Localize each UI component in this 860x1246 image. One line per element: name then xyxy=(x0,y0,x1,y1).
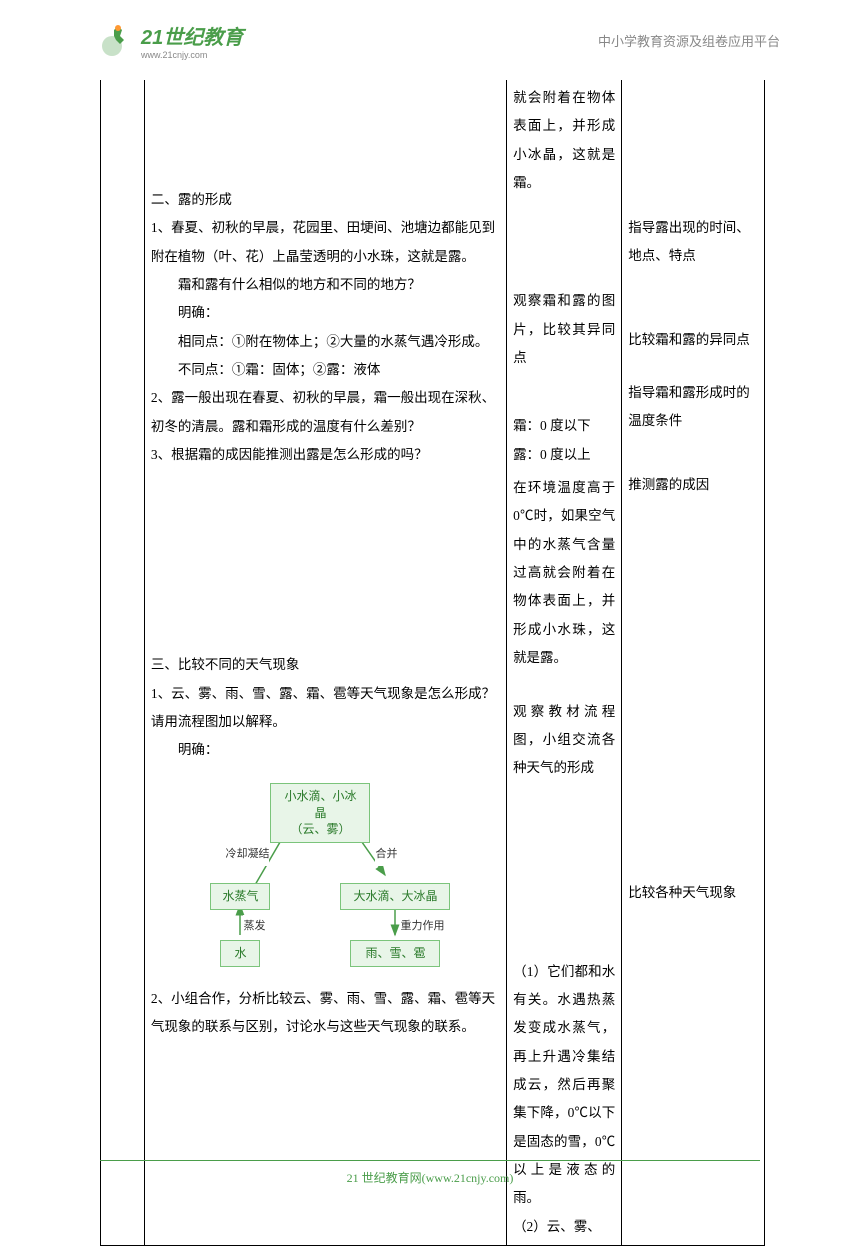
lesson-table: 二、露的形成 1、春夏、初秋的早晨，花园里、田埂间、池塘边都能见到附在植物（叶、… xyxy=(100,80,765,1246)
page-footer: 21 世纪教育网(www.21cnjy.com) xyxy=(100,1160,760,1186)
flow-box-top: 小水滴、小冰晶 （云、雾） xyxy=(270,783,370,843)
c3-p6: （2）云、雾、 xyxy=(513,1213,615,1241)
s2-same: 相同点：①附在物体上；②大量的水蒸气遇冷形成。 xyxy=(151,328,500,356)
s3-p1: 1、云、雾、雨、雪、露、霜、雹等天气现象是怎么形成？请用流程图加以解释。 xyxy=(151,680,500,737)
flow-label-left-up: 冷却凝结 xyxy=(225,843,269,866)
c4-p4: 推测露的成因 xyxy=(628,471,758,499)
c3-p2b: 露：0 度以上 xyxy=(513,441,615,469)
s2-p1: 1、春夏、初秋的早晨，花园里、田埂间、池塘边都能见到附在植物（叶、花）上晶莹透明… xyxy=(151,214,500,271)
flow-label-right-down: 重力作用 xyxy=(400,915,444,938)
flow-box-bot-left: 水 xyxy=(220,940,260,967)
page-header: 21世纪教育 www.21cnjy.com 中小学教育资源及组卷应用平台 xyxy=(0,0,860,70)
flowchart-diagram: 小水滴、小冰晶 （云、雾） 水蒸气 大水滴、大冰晶 水 雨、雪、雹 冷却凝结 合… xyxy=(195,775,455,975)
s3-clear: 明确： xyxy=(151,736,500,764)
s3-p2: 2、小组合作，分析比较云、雾、雨、雪、露、霜、雹等天气现象的联系与区别，讨论水与… xyxy=(151,985,500,1042)
table-cell-col2: 二、露的形成 1、春夏、初秋的早晨，花园里、田埂间、池塘边都能见到附在植物（叶、… xyxy=(144,80,506,1245)
logo-text: 21世纪教育 www.21cnjy.com xyxy=(141,21,243,60)
logo-sub-text: www.21cnjy.com xyxy=(141,50,243,60)
c4-p1: 指导露出现的时间、地点、特点 xyxy=(628,214,758,271)
s2-clear: 明确： xyxy=(151,299,500,327)
flow-box-mid-right: 大水滴、大冰晶 xyxy=(340,883,450,910)
logo: 21世纪教育 www.21cnjy.com xyxy=(100,21,243,60)
flow-box-mid-left: 水蒸气 xyxy=(210,883,270,910)
table-cell-col3: 就会附着在物体表面上，并形成小冰晶，这就是霜。 观察霜和露的图片，比较其异同点 … xyxy=(507,80,622,1245)
section2-title: 二、露的形成 xyxy=(151,186,500,214)
c3-p3: 在环境温度高于 0℃时，如果空气中的水蒸气含量过高就会附着在物体表面上，并形成小… xyxy=(513,474,615,672)
logo-icon xyxy=(100,22,136,58)
section3-title: 三、比较不同的天气现象 xyxy=(151,651,500,679)
s2-diff: 不同点：①霜：固体；②露：液体 xyxy=(151,356,500,384)
c4-p3: 指导霜和露形成时的温度条件 xyxy=(628,379,758,436)
flow-box-bot-right: 雨、雪、雹 xyxy=(350,940,440,967)
c4-p5: 比较各种天气现象 xyxy=(628,879,758,907)
c3-p0: 就会附着在物体表面上，并形成小冰晶，这就是霜。 xyxy=(513,84,615,197)
c3-p2a: 霜：0 度以下 xyxy=(513,412,615,440)
s2-q1: 霜和露有什么相似的地方和不同的地方？ xyxy=(151,271,500,299)
flow-box-top-text: 小水滴、小冰晶 （云、雾） xyxy=(284,789,356,837)
s2-p3: 3、根据霜的成因能推测出露是怎么形成的吗？ xyxy=(151,441,500,469)
content-area: 二、露的形成 1、春夏、初秋的早晨，花园里、田埂间、池塘边都能见到附在植物（叶、… xyxy=(0,70,860,1246)
table-cell-col1 xyxy=(101,80,145,1245)
flow-label-right-up: 合并 xyxy=(375,843,397,866)
flow-label-left-down: 蒸发 xyxy=(243,915,265,938)
logo-main-text: 21世纪教育 xyxy=(141,21,243,50)
c3-p4: 观察教材流程图，小组交流各种天气的形成 xyxy=(513,698,615,783)
table-cell-col4: 指导露出现的时间、地点、特点 比较霜和露的异同点 指导霜和露形成时的温度条件 推… xyxy=(622,80,765,1245)
c3-p1: 观察霜和露的图片，比较其异同点 xyxy=(513,287,615,372)
header-right-text: 中小学教育资源及组卷应用平台 xyxy=(598,31,780,50)
c4-p2: 比较霜和露的异同点 xyxy=(628,326,758,354)
s2-p2: 2、露一般出现在春夏、初秋的早晨，霜一般出现在深秋、初冬的清晨。露和霜形成的温度… xyxy=(151,384,500,441)
